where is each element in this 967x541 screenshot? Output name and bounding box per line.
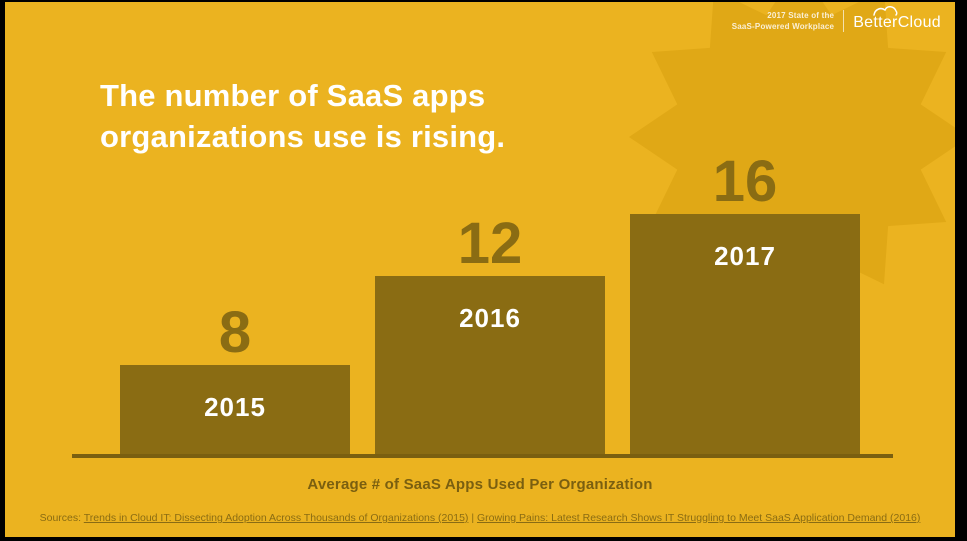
- slide-canvas: 2017 State of the SaaS-Powered Workplace…: [5, 2, 955, 537]
- title-line2: organizations use is rising.: [100, 118, 506, 154]
- tagline-line1: 2017 State of the: [767, 11, 835, 20]
- bar-chart: 8 2015 12 2016 16 2017: [72, 153, 893, 458]
- slide-title: The number of SaaS apps organizations us…: [100, 76, 505, 158]
- report-tagline: 2017 State of the SaaS-Powered Workplace: [732, 10, 835, 32]
- bar-2017-value-label: 16: [712, 149, 778, 214]
- bar-2016-value-label: 12: [457, 211, 523, 276]
- bar-2017-category-label: 2017: [714, 241, 776, 271]
- cloud-icon: [873, 6, 898, 16]
- bar-2017: 16 2017: [630, 153, 860, 454]
- source-link-2016[interactable]: Growing Pains: Latest Research Shows IT …: [476, 512, 921, 524]
- source-link-2015[interactable]: Trends in Cloud IT: Dissecting Adoption …: [83, 512, 469, 524]
- bar-2016: 12 2016: [375, 215, 605, 454]
- bar-group: 8 2015 12 2016 16 2017: [72, 153, 893, 454]
- bar-2016-category-label: 2016: [459, 303, 521, 333]
- sources-prefix: Sources:: [39, 512, 82, 524]
- sources-line: Sources: Trends in Cloud IT: Dissecting …: [5, 512, 955, 524]
- sources-separator: |: [471, 512, 475, 524]
- bar-2015-category-label: 2015: [204, 392, 266, 422]
- bettercloud-logo: BetterCloud: [853, 6, 941, 32]
- brand-name: BetterCloud: [853, 14, 941, 32]
- title-line1: The number of SaaS apps: [100, 78, 486, 113]
- chart-caption: Average # of SaaS Apps Used Per Organiza…: [307, 476, 653, 493]
- bar-2015: 8 2015: [120, 304, 350, 454]
- brand-header: 2017 State of the SaaS-Powered Workplace…: [732, 6, 941, 33]
- tagline-line2: SaaS-Powered Workplace: [731, 22, 835, 32]
- bar-2015-value-label: 8: [218, 300, 252, 365]
- x-axis-line: [72, 454, 893, 458]
- brand-divider: [843, 10, 845, 33]
